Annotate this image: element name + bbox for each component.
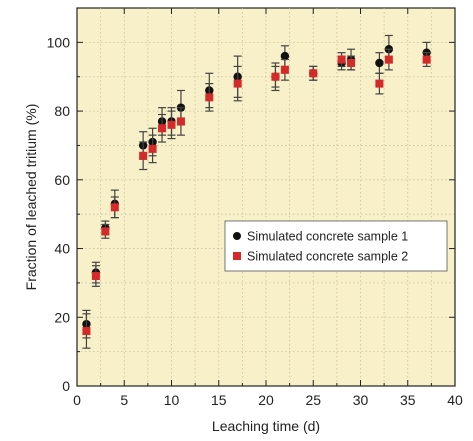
data-point bbox=[375, 79, 384, 88]
data-point bbox=[337, 55, 346, 64]
y-axis-title: Fraction of leached tritium (%) bbox=[23, 104, 39, 291]
y-tick-label: 80 bbox=[54, 103, 70, 119]
legend-label: Simulated concrete sample 2 bbox=[247, 250, 408, 264]
data-point bbox=[233, 79, 242, 88]
x-tick-label: 30 bbox=[353, 392, 369, 408]
data-series bbox=[82, 34, 431, 349]
data-point bbox=[280, 51, 290, 61]
data-point bbox=[271, 72, 280, 81]
x-tick-label: 10 bbox=[164, 392, 180, 408]
data-point bbox=[101, 227, 110, 236]
data-point bbox=[176, 117, 185, 126]
data-point bbox=[309, 69, 318, 78]
x-tick-label: 35 bbox=[400, 392, 416, 408]
y-tick-label: 60 bbox=[54, 172, 70, 188]
y-tick-label: 100 bbox=[47, 34, 71, 50]
data-point bbox=[280, 65, 289, 74]
legend-box bbox=[224, 220, 448, 272]
data-point bbox=[82, 327, 91, 336]
data-point bbox=[347, 58, 356, 67]
data-point bbox=[110, 203, 119, 212]
legend-label: Simulated concrete sample 1 bbox=[247, 230, 408, 244]
data-point bbox=[205, 93, 214, 102]
axis-ticks: 0 5 10 15 20 25 30 35 40 0 20 40 60 80 100 bbox=[47, 8, 463, 408]
x-tick-label: 5 bbox=[120, 392, 128, 408]
data-point bbox=[148, 144, 157, 153]
gridlines bbox=[77, 8, 455, 386]
x-tick-label: 0 bbox=[73, 392, 81, 408]
legend-marker bbox=[233, 252, 241, 260]
data-point bbox=[91, 272, 100, 281]
data-point bbox=[384, 55, 393, 64]
x-axis-title: Leaching time (d) bbox=[212, 418, 320, 434]
y-tick-label: 40 bbox=[54, 241, 70, 257]
x-tick-label: 40 bbox=[447, 392, 463, 408]
y-tick-label: 0 bbox=[62, 378, 70, 394]
series-2 bbox=[82, 48, 431, 349]
legend-marker bbox=[233, 232, 241, 240]
data-point bbox=[422, 55, 431, 64]
x-tick-label: 25 bbox=[305, 392, 321, 408]
data-point bbox=[167, 120, 176, 129]
y-tick-label: 20 bbox=[54, 309, 70, 325]
data-point bbox=[139, 151, 148, 160]
data-point bbox=[158, 124, 167, 133]
data-point bbox=[375, 58, 384, 68]
x-tick-label: 15 bbox=[211, 392, 227, 408]
legend: Simulated concrete sample 1 Simulated con… bbox=[224, 220, 448, 272]
x-tick-label: 20 bbox=[258, 392, 274, 408]
